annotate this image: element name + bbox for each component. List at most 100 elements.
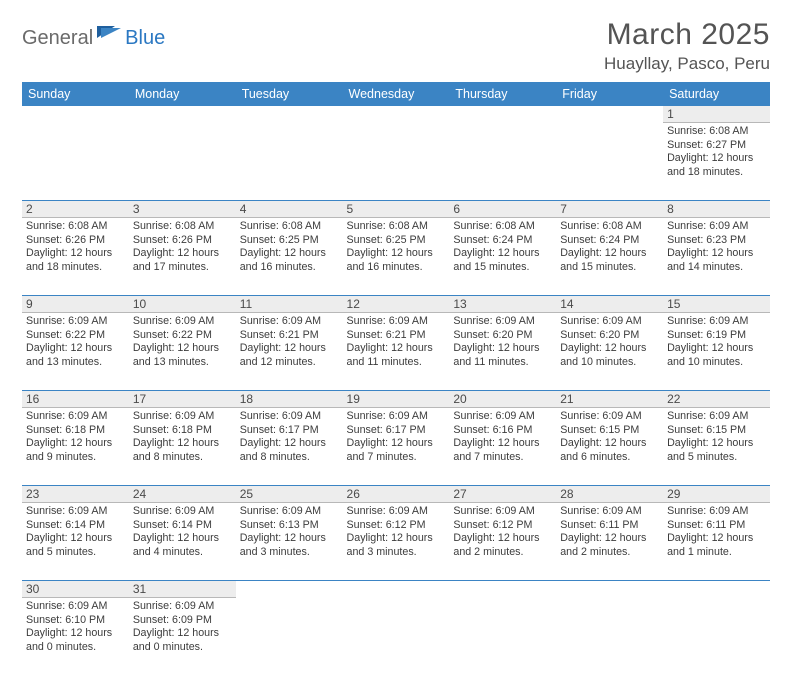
- daynum-cell: 6: [449, 201, 556, 218]
- daynum-cell: [449, 106, 556, 123]
- daynum-cell: 9: [22, 296, 129, 313]
- day-details: Sunrise: 6:08 AMSunset: 6:27 PMDaylight:…: [667, 125, 766, 180]
- day-details: Sunrise: 6:09 AMSunset: 6:20 PMDaylight:…: [453, 315, 552, 370]
- daynum-cell: 14: [556, 296, 663, 313]
- day-cell: Sunrise: 6:09 AMSunset: 6:14 PMDaylight:…: [129, 503, 236, 581]
- day-number: 3: [133, 202, 232, 216]
- day-cell: Sunrise: 6:09 AMSunset: 6:17 PMDaylight:…: [343, 408, 450, 486]
- day-number: 20: [453, 392, 552, 406]
- week-row: Sunrise: 6:09 AMSunset: 6:10 PMDaylight:…: [22, 598, 770, 676]
- daynum-cell: 16: [22, 391, 129, 408]
- day-cell: Sunrise: 6:09 AMSunset: 6:16 PMDaylight:…: [449, 408, 556, 486]
- day-number: 27: [453, 487, 552, 501]
- day-number: 11: [240, 297, 339, 311]
- day-cell: [343, 123, 450, 201]
- day-cell: Sunrise: 6:09 AMSunset: 6:17 PMDaylight:…: [236, 408, 343, 486]
- daynum-cell: 12: [343, 296, 450, 313]
- day-cell: [449, 598, 556, 676]
- day-number: 31: [133, 582, 232, 596]
- weekday-header-row: Sunday Monday Tuesday Wednesday Thursday…: [22, 82, 770, 106]
- day-number: 13: [453, 297, 552, 311]
- day-number: 17: [133, 392, 232, 406]
- daynum-cell: 15: [663, 296, 770, 313]
- week-row: Sunrise: 6:08 AMSunset: 6:26 PMDaylight:…: [22, 218, 770, 296]
- week-row: Sunrise: 6:09 AMSunset: 6:22 PMDaylight:…: [22, 313, 770, 391]
- day-number: 15: [667, 297, 766, 311]
- day-number: 16: [26, 392, 125, 406]
- day-cell: Sunrise: 6:08 AMSunset: 6:24 PMDaylight:…: [449, 218, 556, 296]
- daynum-cell: 21: [556, 391, 663, 408]
- daynum-cell: 2: [22, 201, 129, 218]
- day-cell: Sunrise: 6:08 AMSunset: 6:26 PMDaylight:…: [22, 218, 129, 296]
- day-number: 29: [667, 487, 766, 501]
- day-cell: Sunrise: 6:09 AMSunset: 6:18 PMDaylight:…: [22, 408, 129, 486]
- day-details: Sunrise: 6:09 AMSunset: 6:12 PMDaylight:…: [347, 505, 446, 560]
- weekday-header: Friday: [556, 82, 663, 106]
- day-cell: Sunrise: 6:09 AMSunset: 6:12 PMDaylight:…: [343, 503, 450, 581]
- daynum-row: 3031: [22, 581, 770, 598]
- day-details: Sunrise: 6:09 AMSunset: 6:22 PMDaylight:…: [26, 315, 125, 370]
- day-cell: [343, 598, 450, 676]
- day-cell: Sunrise: 6:09 AMSunset: 6:12 PMDaylight:…: [449, 503, 556, 581]
- day-number: 10: [133, 297, 232, 311]
- day-number: 24: [133, 487, 232, 501]
- day-cell: Sunrise: 6:09 AMSunset: 6:18 PMDaylight:…: [129, 408, 236, 486]
- daynum-cell: 20: [449, 391, 556, 408]
- calendar-table: Sunday Monday Tuesday Wednesday Thursday…: [22, 82, 770, 676]
- day-number: 25: [240, 487, 339, 501]
- daynum-cell: 13: [449, 296, 556, 313]
- day-cell: Sunrise: 6:09 AMSunset: 6:14 PMDaylight:…: [22, 503, 129, 581]
- day-number: 26: [347, 487, 446, 501]
- daynum-cell: 22: [663, 391, 770, 408]
- logo: General Blue: [22, 24, 165, 53]
- day-cell: Sunrise: 6:09 AMSunset: 6:11 PMDaylight:…: [556, 503, 663, 581]
- page-title: March 2025: [604, 18, 770, 52]
- day-cell: Sunrise: 6:08 AMSunset: 6:25 PMDaylight:…: [236, 218, 343, 296]
- daynum-cell: 19: [343, 391, 450, 408]
- weekday-header: Wednesday: [343, 82, 450, 106]
- day-details: Sunrise: 6:09 AMSunset: 6:17 PMDaylight:…: [240, 410, 339, 465]
- logo-flag-icon: [97, 24, 123, 45]
- day-details: Sunrise: 6:08 AMSunset: 6:24 PMDaylight:…: [453, 220, 552, 275]
- day-number: 6: [453, 202, 552, 216]
- weekday-header: Monday: [129, 82, 236, 106]
- daynum-cell: 3: [129, 201, 236, 218]
- daynum-cell: [129, 106, 236, 123]
- daynum-row: 23 24 25 26 27 28 29: [22, 486, 770, 503]
- daynum-cell: [556, 106, 663, 123]
- day-cell: Sunrise: 6:09 AMSunset: 6:20 PMDaylight:…: [449, 313, 556, 391]
- day-details: Sunrise: 6:08 AMSunset: 6:24 PMDaylight:…: [560, 220, 659, 275]
- daynum-cell: 28: [556, 486, 663, 503]
- day-cell: Sunrise: 6:09 AMSunset: 6:22 PMDaylight:…: [22, 313, 129, 391]
- day-number: 22: [667, 392, 766, 406]
- daynum-cell: 10: [129, 296, 236, 313]
- daynum-cell: 23: [22, 486, 129, 503]
- day-cell: Sunrise: 6:09 AMSunset: 6:15 PMDaylight:…: [663, 408, 770, 486]
- day-details: Sunrise: 6:08 AMSunset: 6:26 PMDaylight:…: [26, 220, 125, 275]
- day-details: Sunrise: 6:09 AMSunset: 6:19 PMDaylight:…: [667, 315, 766, 370]
- weekday-header: Saturday: [663, 82, 770, 106]
- day-number: 14: [560, 297, 659, 311]
- day-number: 19: [347, 392, 446, 406]
- day-details: Sunrise: 6:09 AMSunset: 6:14 PMDaylight:…: [26, 505, 125, 560]
- day-number: 23: [26, 487, 125, 501]
- day-cell: Sunrise: 6:09 AMSunset: 6:15 PMDaylight:…: [556, 408, 663, 486]
- daynum-cell: 25: [236, 486, 343, 503]
- day-cell: Sunrise: 6:09 AMSunset: 6:19 PMDaylight:…: [663, 313, 770, 391]
- day-details: Sunrise: 6:09 AMSunset: 6:18 PMDaylight:…: [133, 410, 232, 465]
- daynum-cell: [22, 106, 129, 123]
- day-details: Sunrise: 6:09 AMSunset: 6:11 PMDaylight:…: [667, 505, 766, 560]
- day-cell: [663, 598, 770, 676]
- day-cell: [449, 123, 556, 201]
- daynum-cell: 11: [236, 296, 343, 313]
- day-details: Sunrise: 6:09 AMSunset: 6:09 PMDaylight:…: [133, 600, 232, 655]
- day-cell: Sunrise: 6:09 AMSunset: 6:09 PMDaylight:…: [129, 598, 236, 676]
- day-details: Sunrise: 6:09 AMSunset: 6:23 PMDaylight:…: [667, 220, 766, 275]
- day-number: 5: [347, 202, 446, 216]
- week-row: Sunrise: 6:08 AMSunset: 6:27 PMDaylight:…: [22, 123, 770, 201]
- day-details: Sunrise: 6:09 AMSunset: 6:18 PMDaylight:…: [26, 410, 125, 465]
- weekday-header: Thursday: [449, 82, 556, 106]
- header: General Blue March 2025 Huayllay, Pasco,…: [22, 18, 770, 74]
- day-cell: Sunrise: 6:09 AMSunset: 6:11 PMDaylight:…: [663, 503, 770, 581]
- daynum-cell: [236, 106, 343, 123]
